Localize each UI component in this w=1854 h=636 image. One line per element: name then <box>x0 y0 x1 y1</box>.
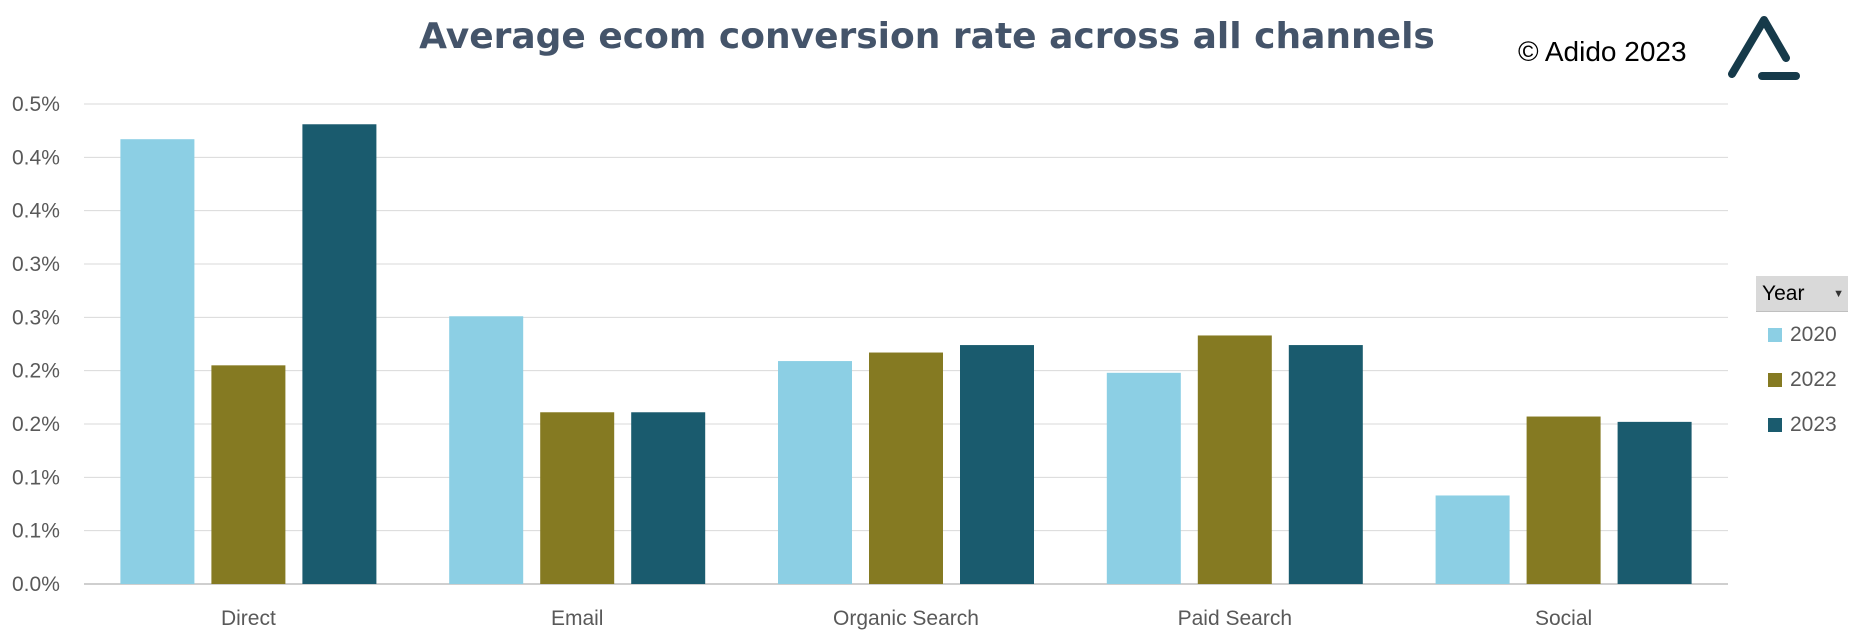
bar-2022-email <box>540 412 615 584</box>
dropdown-arrow-icon: ▼ <box>1833 287 1844 300</box>
chart-title: Average ecom conversion rate across all … <box>419 16 1435 57</box>
bar-2023-organic-search <box>960 345 1034 584</box>
y-tick-label: 0.2% <box>12 413 60 436</box>
legend-swatch <box>1768 372 1782 387</box>
x-category-label: Organic Search <box>833 607 979 630</box>
bars <box>120 124 1692 585</box>
legend-item-2022[interactable]: 2022 <box>1756 357 1848 402</box>
bar-2020-email <box>449 316 524 584</box>
bar-2020-paid-search <box>1106 372 1181 584</box>
y-tick-label: 0.3% <box>12 306 60 329</box>
legend-swatch <box>1768 417 1782 432</box>
y-tick-label: 0.5% <box>12 93 60 116</box>
legend-item-2023[interactable]: 2023 <box>1756 402 1848 447</box>
x-category-label: Direct <box>221 607 276 630</box>
copyright-text: © Adido 2023 <box>1518 36 1687 67</box>
y-tick-label: 0.1% <box>12 520 60 543</box>
bar-2020-social <box>1435 495 1510 584</box>
y-tick-label: 0.4% <box>12 146 60 169</box>
y-tick-label: 0.4% <box>12 200 60 223</box>
bar-2022-social <box>1526 416 1601 584</box>
x-category-label: Paid Search <box>1178 607 1292 630</box>
y-tick-label: 0.2% <box>12 360 60 383</box>
bar-2023-social <box>1617 421 1692 584</box>
x-axis-categories: Direct Email Organic Search Paid Search Soci… <box>221 607 1592 630</box>
y-tick-label: 0.1% <box>12 466 60 489</box>
bar-2022-paid-search <box>1197 335 1272 584</box>
bar-2022-direct <box>211 365 286 584</box>
legend-label: 2020 <box>1790 322 1837 346</box>
legend-swatch <box>1768 327 1782 342</box>
legend-items: 2020 2022 2023 <box>1756 312 1848 447</box>
x-category-label: Social <box>1535 607 1592 630</box>
bar-2020-direct <box>120 139 195 584</box>
legend-filter-button[interactable]: Year ▼ <box>1756 276 1848 312</box>
y-tick-label: 0.3% <box>12 253 60 276</box>
legend-label: 2023 <box>1790 412 1837 436</box>
bar-2023-direct <box>302 124 377 585</box>
legend-item-2020[interactable]: 2020 <box>1756 312 1848 357</box>
bar-2020-organic-search <box>778 361 852 584</box>
bar-2023-email <box>631 412 706 584</box>
legend: Year ▼ 2020 2022 2023 <box>1756 276 1848 447</box>
bar-2022-organic-search <box>869 352 943 584</box>
y-tick-label: 0.0% <box>12 573 60 596</box>
bar-2023-paid-search <box>1288 345 1363 584</box>
x-category-label: Email <box>551 607 604 630</box>
adido-logo-icon <box>1728 16 1800 80</box>
legend-header-label: Year <box>1762 281 1805 305</box>
legend-label: 2022 <box>1790 367 1837 391</box>
y-axis-ticks: 0.0% 0.1% 0.1% 0.2% 0.2% 0.3% 0.3% 0.4% 0.4% 0.5% <box>12 93 60 596</box>
